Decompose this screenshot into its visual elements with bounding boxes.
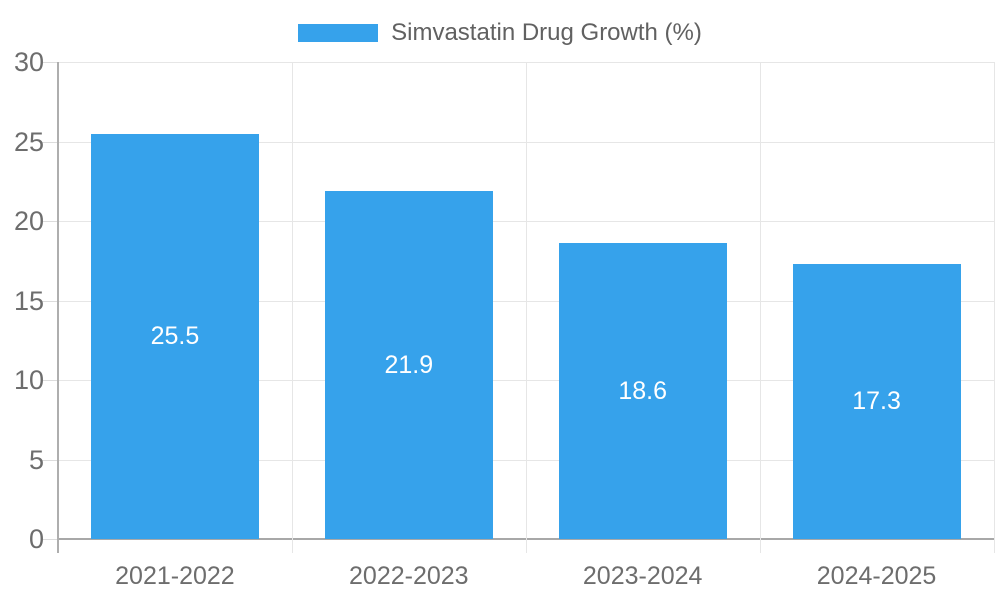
legend-swatch-icon — [298, 24, 379, 42]
y-axis-tick-mark — [42, 380, 58, 381]
bar[interactable] — [792, 263, 961, 539]
x-axis-category-label: 2023-2024 — [582, 562, 703, 590]
x-axis-category-label: 2024-2025 — [816, 562, 937, 590]
y-axis-tick-mark — [42, 221, 58, 222]
legend-label: Simvastatin Drug Growth (%) — [391, 19, 702, 46]
y-axis-line — [57, 62, 59, 553]
x-axis-category-label: 2022-2023 — [349, 562, 469, 590]
y-axis-tick-label: 15 — [13, 285, 44, 316]
vertical-gridline — [993, 62, 995, 553]
bar-value-label: 17.3 — [852, 387, 901, 416]
y-axis-tick-mark — [42, 62, 58, 63]
bar[interactable] — [324, 190, 493, 539]
vertical-gridline — [525, 62, 527, 553]
y-axis-tick-mark — [42, 141, 58, 143]
bar-value-label: 25.5 — [150, 322, 200, 351]
legend-item[interactable]: Simvastatin Drug Growth (%) — [298, 20, 702, 46]
y-axis-tick-mark — [42, 459, 58, 461]
y-axis-tick-mark — [42, 539, 58, 540]
vertical-gridline — [291, 62, 293, 553]
vertical-gridline — [759, 62, 761, 553]
bar-value-label: 21.9 — [384, 350, 434, 379]
y-axis-tick-mark — [42, 300, 58, 302]
bar-value-label: 18.6 — [618, 377, 668, 406]
y-axis-tick-label: 10 — [13, 365, 44, 395]
y-axis-tick-label: 5 — [28, 444, 44, 475]
y-axis-tick-label: 0 — [28, 524, 44, 554]
chart-legend: Simvastatin Drug Growth (%) — [0, 20, 1000, 46]
y-axis-tick-label: 25 — [13, 126, 44, 157]
y-axis-tick-label: 30 — [13, 47, 44, 77]
bar[interactable] — [90, 133, 259, 539]
x-axis-category-label: 2021-2022 — [115, 562, 235, 590]
bar[interactable] — [558, 243, 727, 539]
y-axis-tick-label: 20 — [13, 206, 44, 236]
